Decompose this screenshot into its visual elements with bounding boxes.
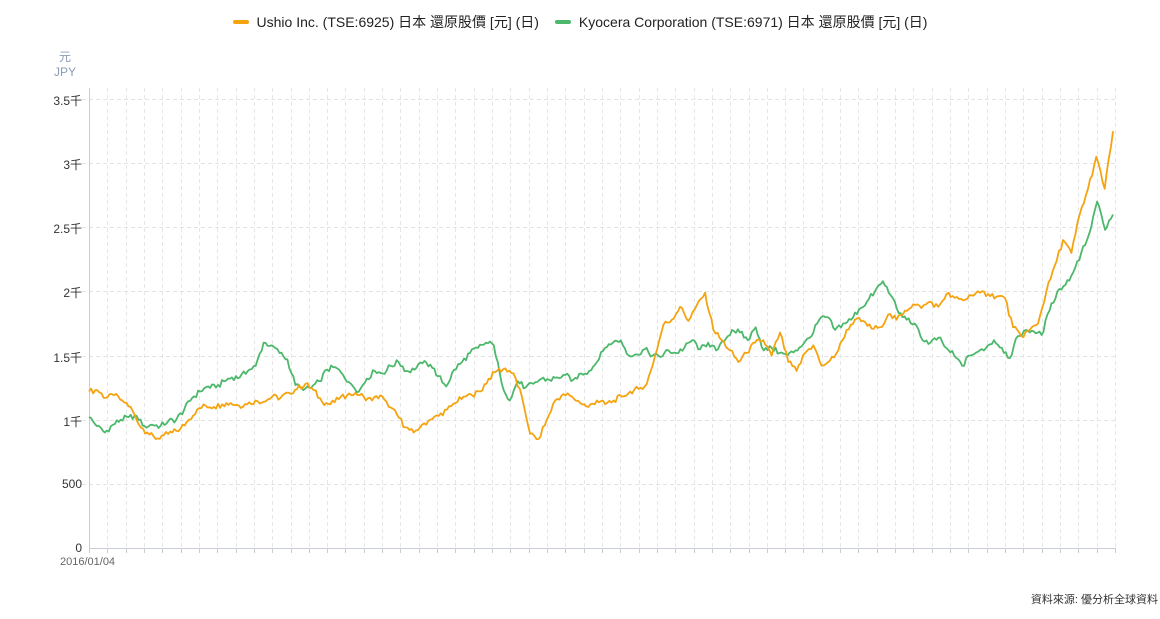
data-source-note: 資料來源: 優分析全球資料 [1030, 594, 1158, 606]
y-unit-cn: 元 [59, 50, 72, 64]
legend-item-kyocera[interactable]: Kyocera Corporation (TSE:6971) 日本 還原股價 [… [554, 12, 928, 32]
kyocera-swatch-icon [554, 20, 571, 24]
y-tick-label: 3.5千 [53, 93, 82, 108]
legend-label-kyocera: Kyocera Corporation (TSE:6971) 日本 還原股價 [… [578, 14, 928, 30]
y-tick-label: 2千 [63, 285, 82, 300]
y-tick-label: 2.5千 [53, 221, 82, 236]
ushio-line[interactable] [88, 130, 1114, 441]
y-tick-label: 1.5千 [53, 350, 82, 365]
y-tick-label: 1千 [63, 414, 82, 429]
ushio-swatch-icon [232, 20, 249, 24]
x-axis-start-label: 2016/01/04 [60, 556, 116, 568]
legend-label-ushio: Ushio Inc. (TSE:6925) 日本 還原股價 [元] (日) [256, 14, 539, 30]
y-unit-en: JPY [54, 65, 77, 79]
legend-item-ushio[interactable]: Ushio Inc. (TSE:6925) 日本 還原股價 [元] (日) [232, 12, 539, 32]
y-tick-label: 0 [75, 540, 82, 555]
kyocera-line[interactable] [88, 200, 1114, 434]
y-axis-unit: 元 JPY [54, 50, 76, 80]
y-tick-label: 500 [61, 476, 82, 491]
y-tick-label: 3千 [63, 157, 82, 172]
chart-legend: Ushio Inc. (TSE:6925) 日本 還原股價 [元] (日) Ky… [0, 12, 1160, 32]
